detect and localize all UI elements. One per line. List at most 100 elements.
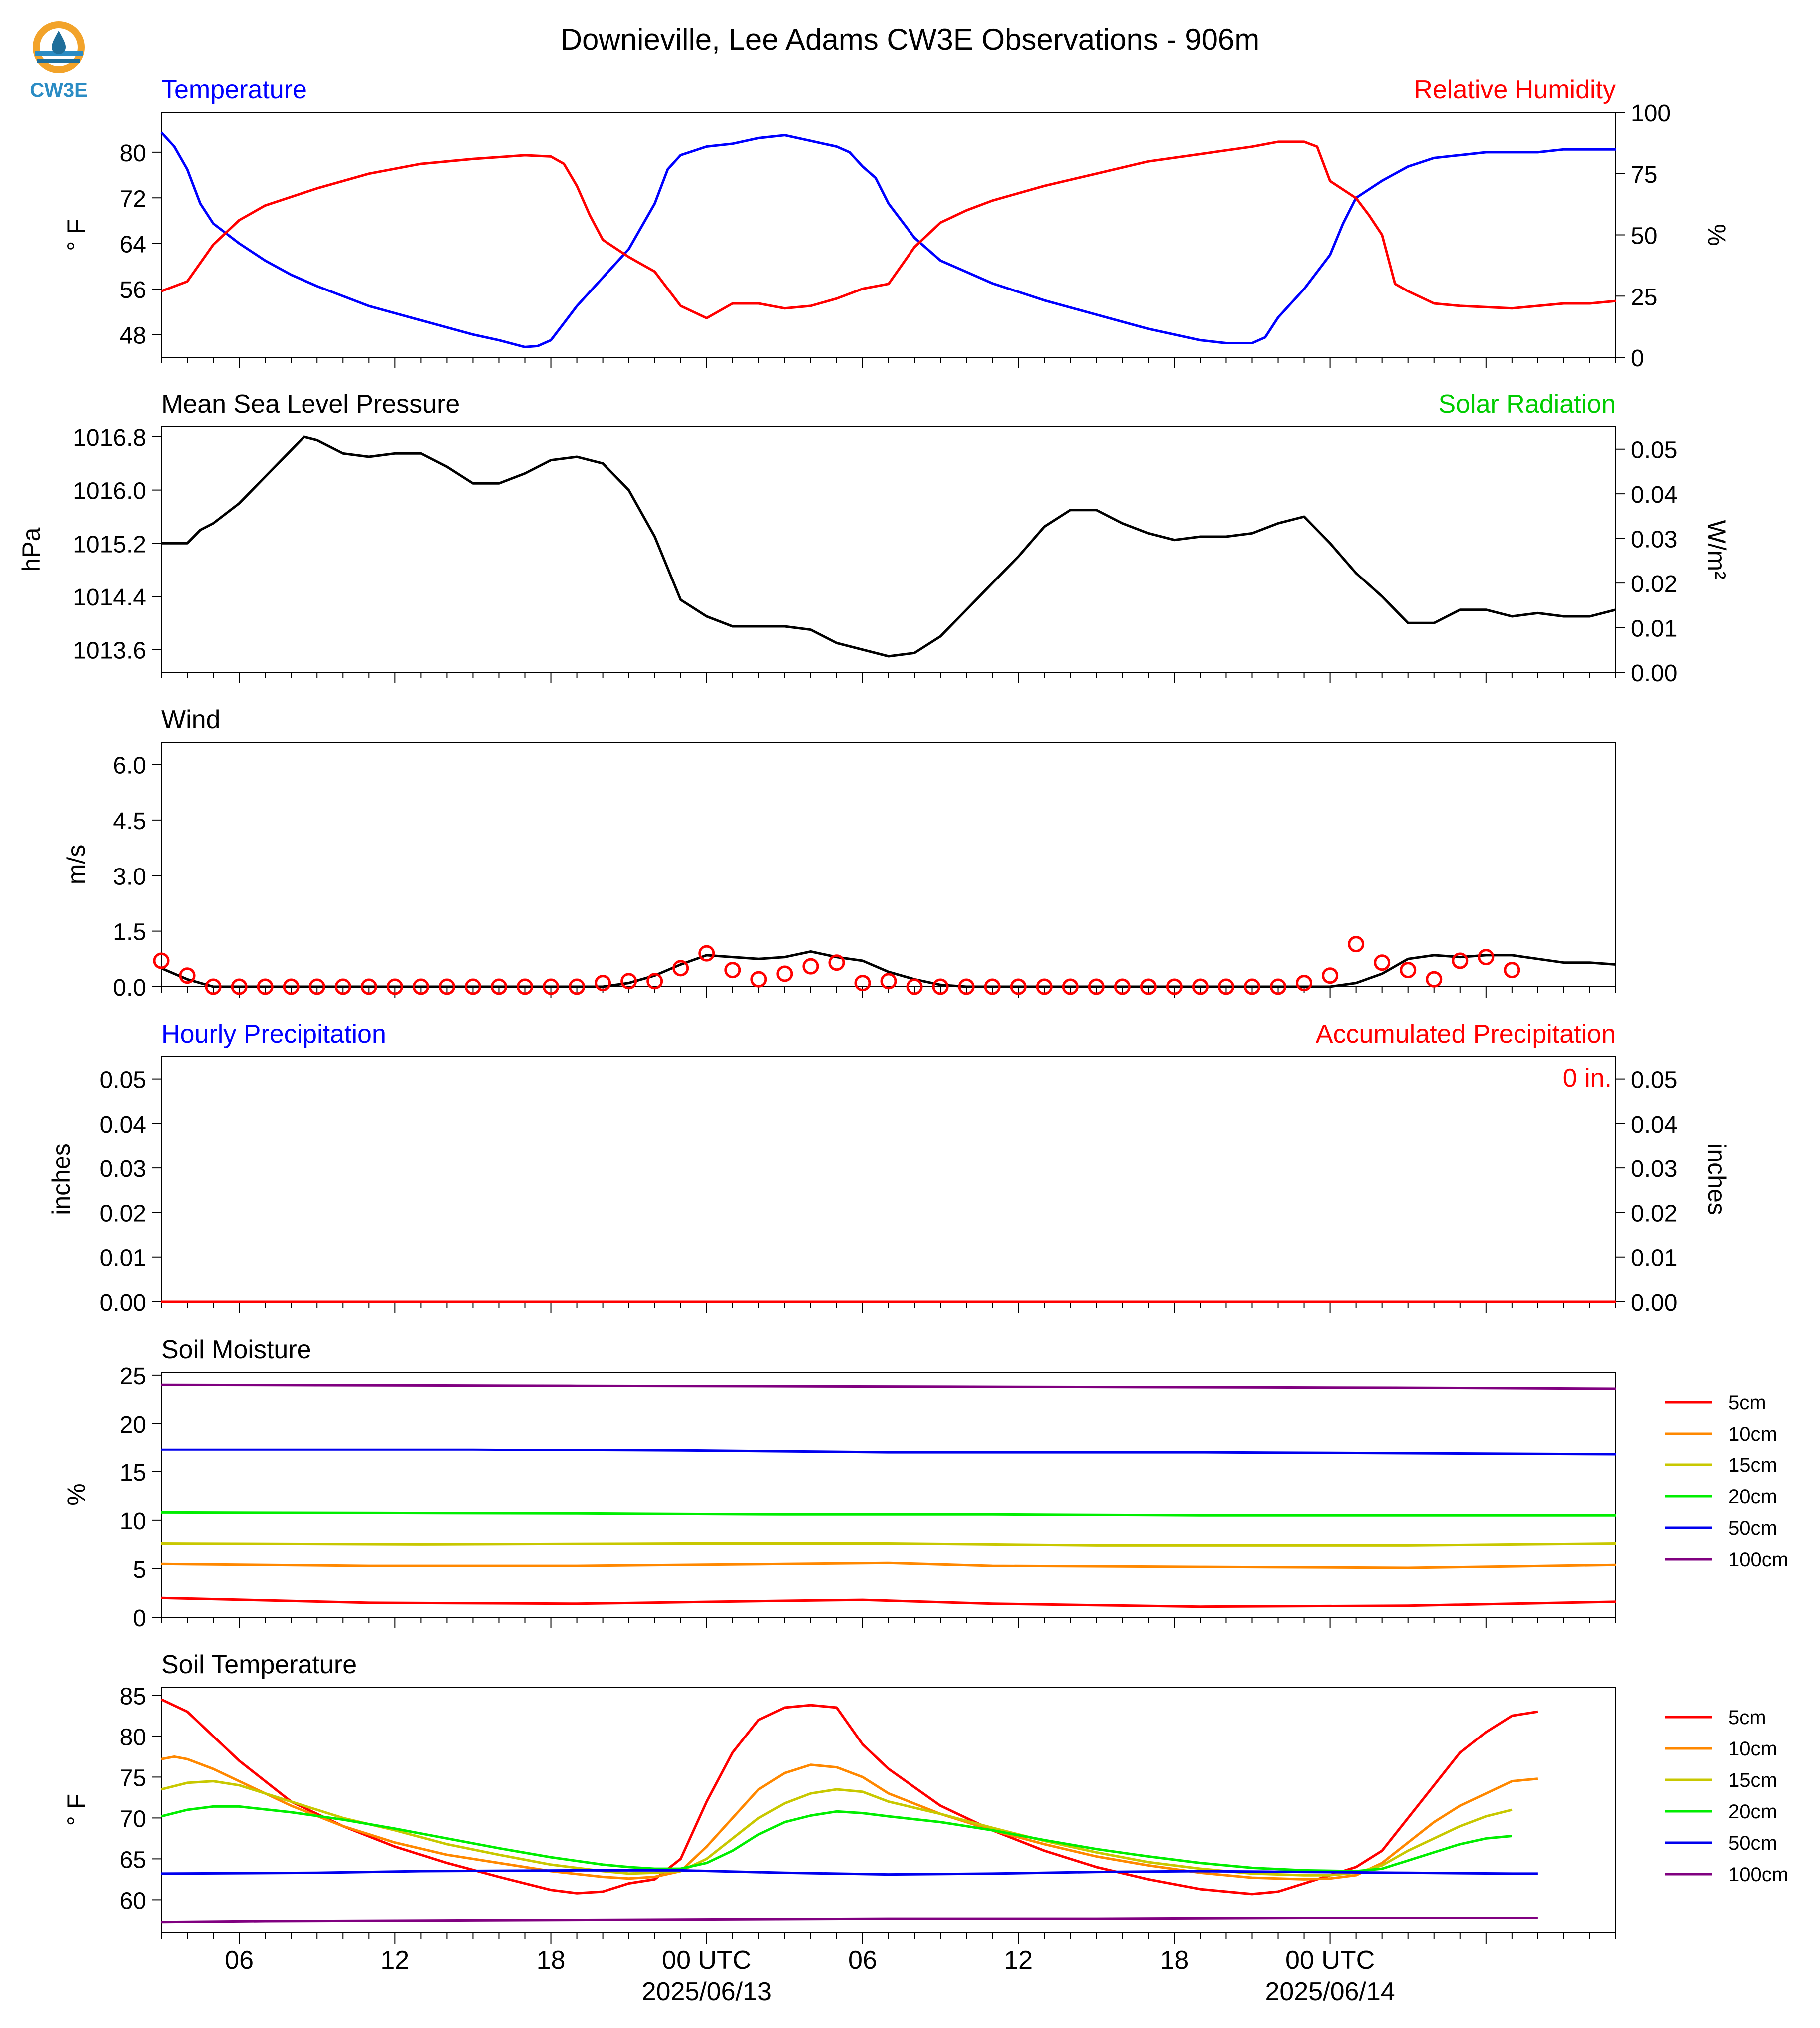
legend-label: 100cm bbox=[1728, 1549, 1788, 1571]
y2-tick-label: 0.03 bbox=[1631, 527, 1677, 553]
cw3e-logo: CW3E bbox=[30, 21, 88, 101]
legend-label: 15cm bbox=[1728, 1769, 1777, 1791]
y-tick-label: 25 bbox=[120, 1363, 146, 1390]
legend-label: 5cm bbox=[1728, 1707, 1766, 1729]
gust-marker bbox=[1114, 978, 1131, 995]
y-tick-label: 80 bbox=[120, 140, 146, 167]
series-line-10cm bbox=[161, 1561, 1616, 1569]
y-tick-label: 1013.6 bbox=[73, 638, 146, 664]
gust-marker bbox=[750, 971, 767, 988]
y-tick-label: 1016.8 bbox=[73, 425, 146, 451]
series-line-100cm bbox=[161, 1917, 1538, 1924]
y-tick-label: 1014.4 bbox=[73, 584, 146, 611]
y2-tick-label: 0.02 bbox=[1631, 1200, 1677, 1227]
series-line-wind-speed bbox=[161, 950, 1616, 988]
gust-marker bbox=[595, 975, 611, 992]
gust-marker bbox=[1010, 978, 1027, 995]
precip-annotation: 0 in. bbox=[1563, 1064, 1612, 1093]
gust-marker bbox=[880, 973, 897, 990]
y2-axis-label: W/m² bbox=[1703, 520, 1731, 579]
legend-label: 50cm bbox=[1728, 1517, 1777, 1539]
logo-wave-2 bbox=[37, 59, 80, 63]
series-line-5cm bbox=[160, 1698, 1538, 1896]
y-tick-label: 0.04 bbox=[100, 1112, 146, 1138]
y-tick-label: 5 bbox=[133, 1557, 146, 1583]
logo-text: CW3E bbox=[30, 79, 88, 101]
y2-tick-label: 0.00 bbox=[1631, 660, 1677, 687]
series-line-temperature bbox=[160, 131, 1616, 348]
y-tick-label: 0.05 bbox=[100, 1067, 146, 1094]
series-line-20cm bbox=[161, 1511, 1616, 1517]
series-line-relative-humidity bbox=[161, 140, 1616, 319]
x-date-label: 2025/06/14 bbox=[1265, 1977, 1395, 2006]
panel-right-title: Relative Humidity bbox=[1414, 75, 1616, 104]
panel-precipitation: Hourly Precipitation Accumulated Precipit… bbox=[47, 1020, 1731, 1316]
gust-marker bbox=[334, 978, 351, 995]
x-tick-label: 06 bbox=[848, 1946, 877, 1975]
logo-drop-icon bbox=[52, 31, 66, 54]
series-line-100cm bbox=[161, 1383, 1616, 1390]
y-tick-label: 0.01 bbox=[100, 1245, 146, 1272]
legend-label: 100cm bbox=[1728, 1864, 1788, 1886]
gust-marker bbox=[932, 978, 949, 995]
series-line-20cm bbox=[161, 1805, 1513, 1873]
y-axis-label: ° F bbox=[62, 1794, 90, 1826]
panels: Temperature Relative Humidity 48 56 64 72 80 ° … bbox=[17, 75, 1788, 2006]
gust-marker bbox=[231, 978, 248, 995]
gust-marker bbox=[386, 978, 403, 995]
gust-marker bbox=[1140, 978, 1157, 995]
gust-marker bbox=[179, 967, 196, 984]
panel-frame bbox=[161, 112, 1616, 358]
gust-marker bbox=[490, 978, 507, 995]
y2-tick-label: 0 bbox=[1631, 345, 1644, 372]
panel-frame bbox=[161, 1687, 1616, 1933]
panel-frame bbox=[161, 1056, 1616, 1302]
y-tick-label: 1016.0 bbox=[73, 478, 146, 505]
y2-axis-label: % bbox=[1703, 224, 1731, 246]
gust-marker bbox=[1270, 978, 1287, 995]
y-tick-label: 10 bbox=[120, 1508, 146, 1535]
y-axis-label: hPa bbox=[17, 527, 45, 572]
legend-label: 10cm bbox=[1728, 1423, 1777, 1445]
series-line-15cm bbox=[161, 1780, 1513, 1877]
y2-tick-label: 0.05 bbox=[1631, 1067, 1677, 1094]
x-tick-label: 00 UTC bbox=[662, 1946, 751, 1975]
y-tick-label: 0.0 bbox=[113, 975, 146, 1001]
gust-marker bbox=[802, 958, 819, 975]
y-tick-label: 15 bbox=[120, 1460, 146, 1486]
panel-pressure_solar: Mean Sea Level Pressure Solar Radiation 10… bbox=[17, 390, 1731, 687]
x-tick-label: 00 UTC bbox=[1285, 1946, 1375, 1975]
y-tick-label: 48 bbox=[120, 322, 146, 349]
x-tick-label: 06 bbox=[225, 1946, 254, 1975]
gust-marker bbox=[1217, 978, 1234, 995]
panel-wind: Wind 0.0 1.5 3.0 4.5 6.0 m/s bbox=[62, 705, 1616, 1001]
legend: 5cm 10cm 15cm 20cm 50cm 100cm bbox=[1665, 1707, 1788, 1886]
gust-marker bbox=[1374, 954, 1391, 971]
gust-marker bbox=[1088, 978, 1105, 995]
gust-marker bbox=[854, 975, 871, 992]
y-tick-label: 64 bbox=[120, 232, 146, 258]
gust-marker bbox=[1296, 975, 1313, 992]
panel-frame bbox=[161, 426, 1616, 673]
gust-marker bbox=[1348, 936, 1365, 953]
gust-marker bbox=[1426, 971, 1443, 988]
y2-tick-label: 0.04 bbox=[1631, 482, 1677, 508]
x-tick-label: 18 bbox=[537, 1946, 566, 1975]
gust-marker bbox=[543, 978, 560, 995]
gust-marker bbox=[153, 952, 170, 969]
gust-marker bbox=[1452, 952, 1469, 969]
series-line-10cm bbox=[161, 1755, 1538, 1881]
panel-left-title: Mean Sea Level Pressure bbox=[161, 390, 460, 419]
gust-marker bbox=[1192, 978, 1209, 995]
gust-marker bbox=[412, 978, 429, 995]
y-tick-label: 1.5 bbox=[113, 919, 146, 946]
gust-marker bbox=[776, 965, 793, 982]
gust-marker bbox=[308, 978, 325, 995]
panel-frame bbox=[161, 1372, 1616, 1618]
gust-marker bbox=[517, 978, 533, 995]
chart-title: Downieville, Lee Adams CW3E Observations… bbox=[561, 23, 1260, 56]
y-tick-label: 72 bbox=[120, 186, 146, 212]
y-tick-label: 75 bbox=[120, 1765, 146, 1791]
y2-tick-label: 75 bbox=[1631, 162, 1657, 188]
